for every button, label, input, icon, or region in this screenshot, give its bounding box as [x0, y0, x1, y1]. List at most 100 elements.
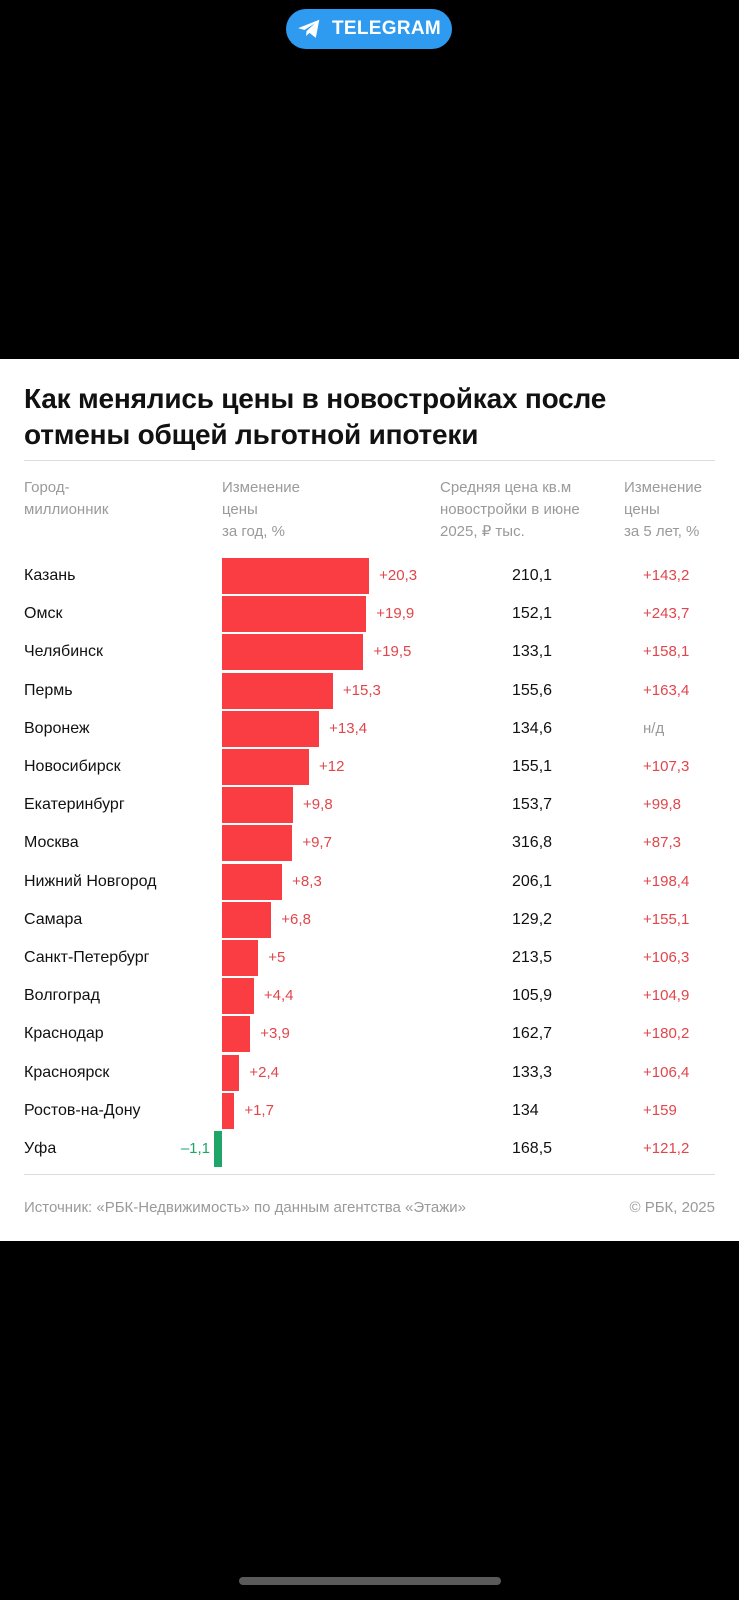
bar-value-label: +12	[319, 758, 345, 775]
change-5y-value: +107,3	[643, 758, 690, 775]
avg-price-value: 210,1	[512, 567, 553, 584]
city-label: Москва	[24, 834, 79, 852]
city-label: Омск	[24, 605, 63, 623]
telegram-badge[interactable]: TELEGRAM	[286, 9, 452, 49]
table-row: Новосибирск +12 155,1 +107,3	[0, 748, 739, 786]
bar	[222, 672, 333, 709]
change-5y-value: +99,8	[643, 796, 681, 814]
chart-title: Как менялись цены в новостройках после о…	[24, 383, 607, 450]
table-row: Челябинск +19,5 133,1 +158,1	[0, 633, 739, 671]
table-row: Ростов-на-Дону +1,7 134 +159	[0, 1092, 739, 1130]
change-5y-value: +104,9	[643, 987, 690, 1005]
city-label: Красноярск	[24, 1063, 110, 1081]
bar-value-label: +20,3	[379, 567, 418, 584]
bar	[214, 1131, 222, 1167]
bar	[222, 596, 367, 633]
bar-value-label: +4,4	[263, 987, 294, 1005]
column-header-change-5y: Изменение цены за 5 лет, %	[624, 479, 702, 540]
table-row: Нижний Новгород +8,3 206,1 +198,4	[0, 863, 739, 901]
change-5y-value: +106,3	[643, 949, 690, 966]
city-label: Ростов-на-Дону	[24, 1101, 141, 1119]
bar	[222, 978, 254, 1015]
bar-value-label: +6,8	[281, 910, 311, 928]
bar-value-label: +9,8	[303, 796, 333, 814]
avg-price-value: 133,1	[512, 643, 553, 661]
table-row: Красноярск +2,4 133,3 +106,4	[0, 1054, 739, 1092]
city-label: Нижний Новгород	[24, 872, 157, 890]
telegram-label: TELEGRAM	[332, 18, 442, 39]
bar	[222, 1092, 235, 1129]
bar	[222, 558, 370, 594]
city-label: Волгоград	[24, 987, 100, 1005]
avg-price-value: 162,7	[512, 1025, 553, 1043]
table-row: Екатеринбург +9,8 153,7 +99,8	[0, 786, 739, 824]
change-5y-value: +121,2	[643, 1140, 690, 1157]
home-indicator[interactable]	[239, 1577, 501, 1585]
avg-price-value: 152,1	[512, 605, 553, 623]
bar	[222, 710, 320, 747]
city-label: Воронеж	[24, 719, 90, 737]
avg-price-value: 168,5	[512, 1140, 553, 1157]
divider	[24, 460, 715, 461]
city-label: Самара	[24, 910, 83, 928]
change-5y-value: н/д	[643, 719, 665, 737]
city-label: Санкт-Петербург	[24, 949, 150, 966]
bar-value-label: –1,1	[180, 1140, 211, 1157]
bar-value-label: +2,4	[249, 1063, 280, 1081]
avg-price-value: 206,1	[512, 872, 553, 890]
change-5y-value: +155,1	[643, 910, 690, 928]
city-label: Екатеринбург	[24, 796, 125, 814]
bar	[222, 1054, 240, 1091]
divider	[24, 1174, 715, 1175]
source-note: Источник: «РБК-Недвижимость» по данным а…	[24, 1199, 466, 1216]
change-5y-value: +163,4	[643, 681, 690, 699]
avg-price-value: 153,7	[512, 796, 553, 814]
avg-price-value: 316,8	[512, 834, 553, 852]
avg-price-value: 155,6	[512, 681, 553, 699]
bar-value-label: +19,5	[373, 643, 412, 661]
bar-value-label: +1,7	[244, 1101, 274, 1119]
chart-card: Как менялись цены в новостройках после о…	[0, 359, 739, 1241]
avg-price-value: 105,9	[512, 987, 553, 1005]
bar	[222, 749, 309, 785]
change-5y-value: +243,7	[643, 605, 690, 623]
bar-value-label: +3,9	[260, 1025, 290, 1043]
change-5y-value: +159	[643, 1101, 677, 1119]
change-5y-value: +198,4	[643, 872, 690, 890]
bar-value-label: +19,9	[376, 605, 415, 623]
column-header-change-year: Изменение цены за год, %	[222, 479, 300, 540]
table-row: Уфа –1,1 168,5 +121,2	[0, 1130, 739, 1168]
city-label: Казань	[24, 567, 76, 584]
city-label: Пермь	[24, 681, 73, 699]
bar	[222, 634, 364, 671]
table-row: Пермь +15,3 155,6 +163,4	[0, 672, 739, 710]
avg-price-value: 155,1	[512, 758, 553, 775]
table-row: Москва +9,7 316,8 +87,3	[0, 824, 739, 862]
city-label: Челябинск	[24, 643, 103, 661]
table-row: Волгоград +4,4 105,9 +104,9	[0, 977, 739, 1015]
bar-value-label: +9,7	[302, 834, 332, 852]
bar-value-label: +15,3	[342, 681, 381, 699]
table-row: Санкт-Петербург +5 213,5 +106,3	[0, 939, 739, 977]
bar-value-label: +8,3	[292, 872, 322, 890]
bar	[222, 940, 259, 976]
avg-price-value: 134,6	[512, 719, 553, 737]
telegram-icon	[298, 19, 320, 38]
bar	[222, 787, 294, 824]
bar	[222, 825, 293, 862]
avg-price-value: 129,2	[512, 910, 553, 928]
change-5y-value: +158,1	[643, 643, 690, 661]
bar	[222, 1016, 251, 1053]
column-header-avg-price: Средняя цена кв.м новостройки в июне 202…	[440, 479, 580, 540]
city-label: Новосибирск	[24, 758, 121, 775]
column-header-city: Город- миллионник	[24, 479, 109, 518]
bar	[222, 901, 272, 938]
table-row: Воронеж +13,4 134,6 н/д	[0, 710, 739, 748]
bar-value-label: +5	[268, 949, 286, 966]
table-row: Самара +6,8 129,2 +155,1	[0, 901, 739, 939]
table-row: Краснодар +3,9 162,7 +180,2	[0, 1015, 739, 1053]
change-5y-value: +143,2	[643, 567, 690, 584]
avg-price-value: 134	[512, 1101, 539, 1119]
avg-price-value: 213,5	[512, 949, 553, 966]
bar-value-label: +13,4	[329, 719, 368, 737]
